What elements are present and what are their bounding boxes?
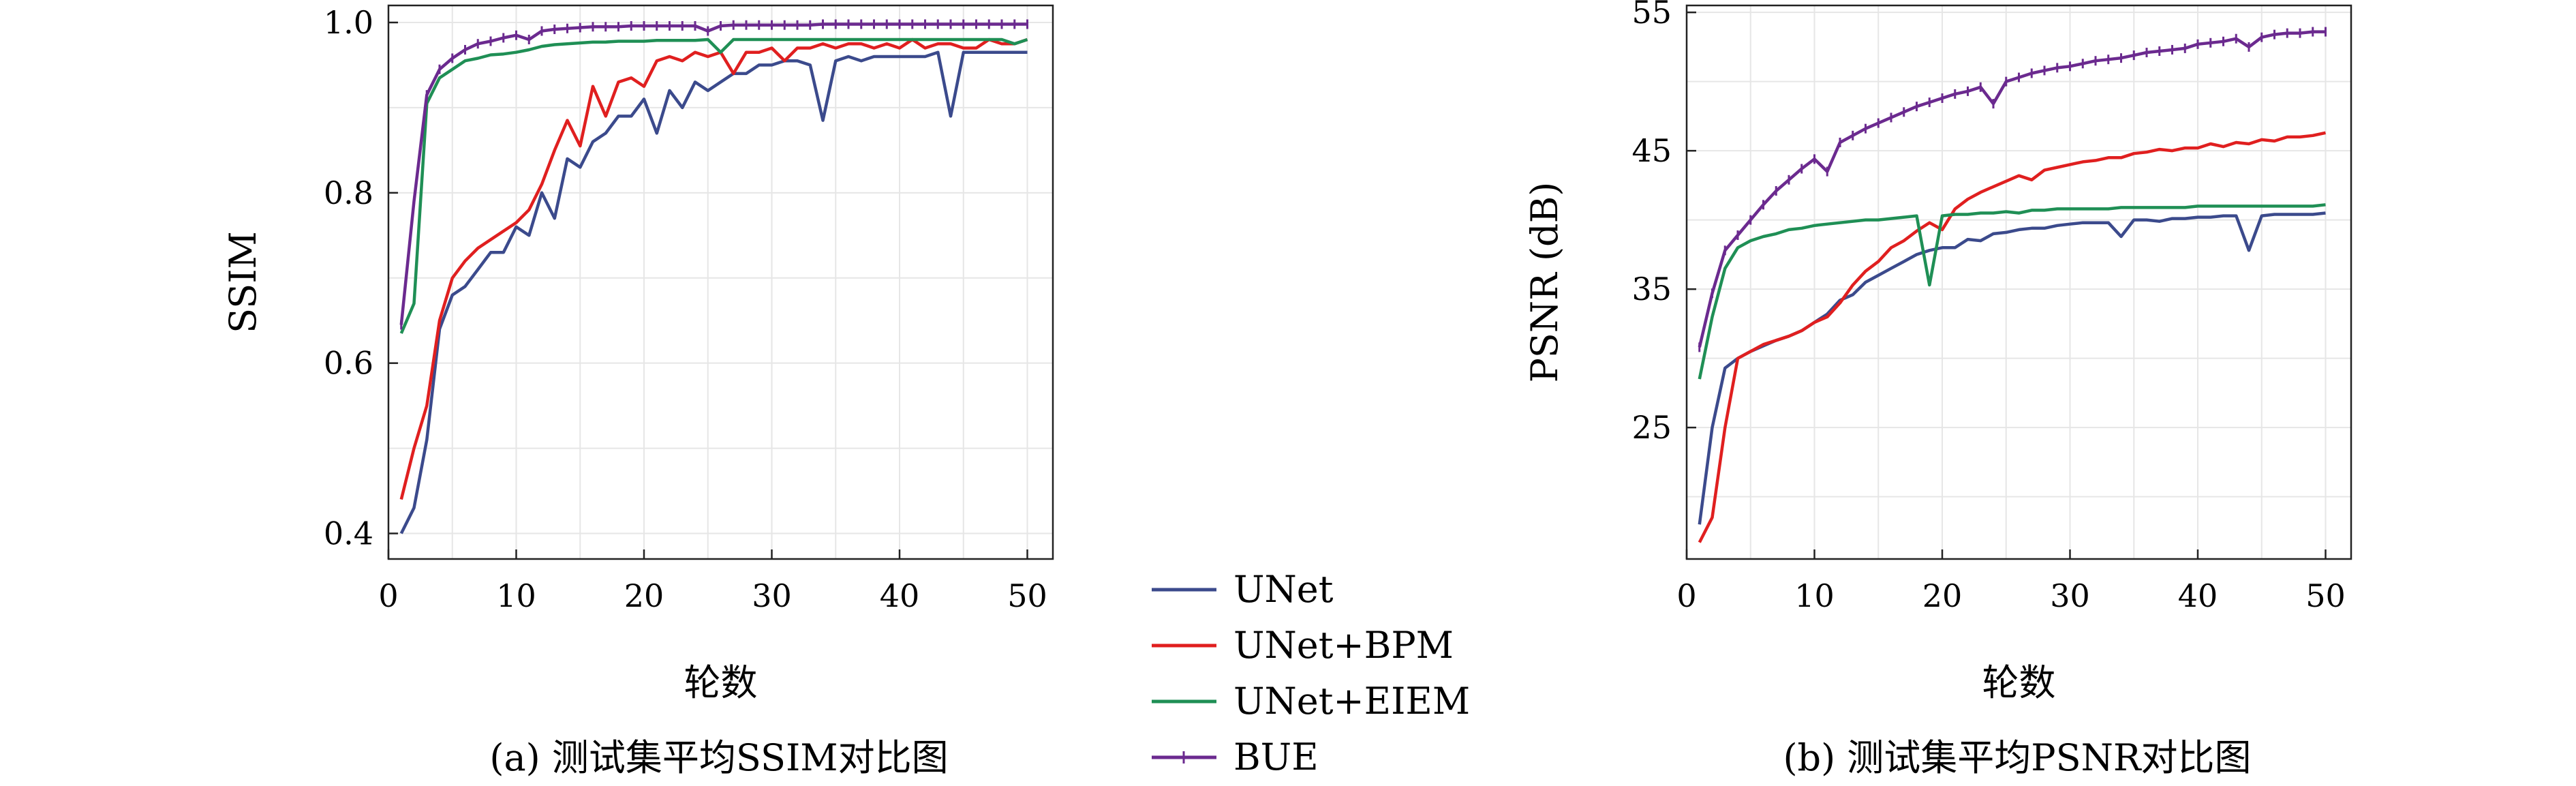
psnr-series-unet-eiem-line <box>1698 203 2326 380</box>
x-tick-label: 0 <box>378 577 398 614</box>
x-tick-label: 20 <box>1922 577 1963 614</box>
x-tick-label: 40 <box>2178 577 2218 614</box>
x-tick-label: 30 <box>2050 577 2090 614</box>
ssim-chart: 0 10 20 30 40 50 0.4 0.6 0.8 1.0 轮数 SSIM (a) 测试集平均SS… <box>221 4 1054 779</box>
legend: UNet UNet+BPM UNet+EIEM BUE <box>1152 568 1470 779</box>
legend-label: UNet+BPM <box>1233 624 1454 667</box>
ssim-series-unet-bpm-line <box>399 37 1028 500</box>
x-tick-label: 40 <box>880 577 920 614</box>
y-tick-label: 25 <box>1631 409 1672 446</box>
y-tick-label: 45 <box>1631 132 1672 169</box>
x-tick-label: 30 <box>752 577 792 614</box>
y-tick-label: 55 <box>1631 0 1672 31</box>
legend-label: BUE <box>1233 736 1319 779</box>
y-tick-label: 0.6 <box>324 345 373 382</box>
psnr-chart: 0 10 20 30 40 50 25 35 45 55 轮数 PSNR (dB) (b) 测试集平均P… <box>1523 0 2352 779</box>
y-tick-label: 0.8 <box>324 175 373 211</box>
y-tick-label: 35 <box>1631 271 1672 307</box>
chart-caption: (b) 测试集平均PSNR对比图 <box>1783 736 2251 779</box>
x-axis-label: 轮数 <box>1982 661 2056 704</box>
y-tick-label: 0.4 <box>324 515 373 552</box>
plot-frame <box>1685 4 2352 560</box>
ssim-series-unet-line <box>399 50 1028 534</box>
psnr-series-bue-line <box>1698 30 2326 348</box>
x-tick-label: 10 <box>1794 577 1835 614</box>
x-axis-label: 轮数 <box>684 661 758 704</box>
x-tick-label: 20 <box>624 577 664 614</box>
y-axis-label: SSIM <box>221 231 264 333</box>
y-tick-label: 1.0 <box>324 4 373 41</box>
psnr-series-unet-line <box>1698 211 2326 525</box>
x-tick-label: 10 <box>496 577 536 614</box>
ssim-series-unet-eiem-line <box>399 37 1028 334</box>
legend-label: UNet+EIEM <box>1233 680 1470 723</box>
ssim-series-bue-line <box>399 22 1028 325</box>
y-axis-label: PSNR (dB) <box>1523 182 1566 383</box>
legend-label: UNet <box>1233 568 1334 611</box>
psnr-series-unet-bpm-line <box>1698 131 2326 543</box>
x-tick-label: 50 <box>2305 577 2346 614</box>
chart-caption: (a) 测试集平均SSIM对比图 <box>489 736 948 779</box>
x-tick-label: 0 <box>1676 577 1696 614</box>
x-tick-label: 50 <box>1007 577 1047 614</box>
plot-frame <box>387 4 1054 560</box>
